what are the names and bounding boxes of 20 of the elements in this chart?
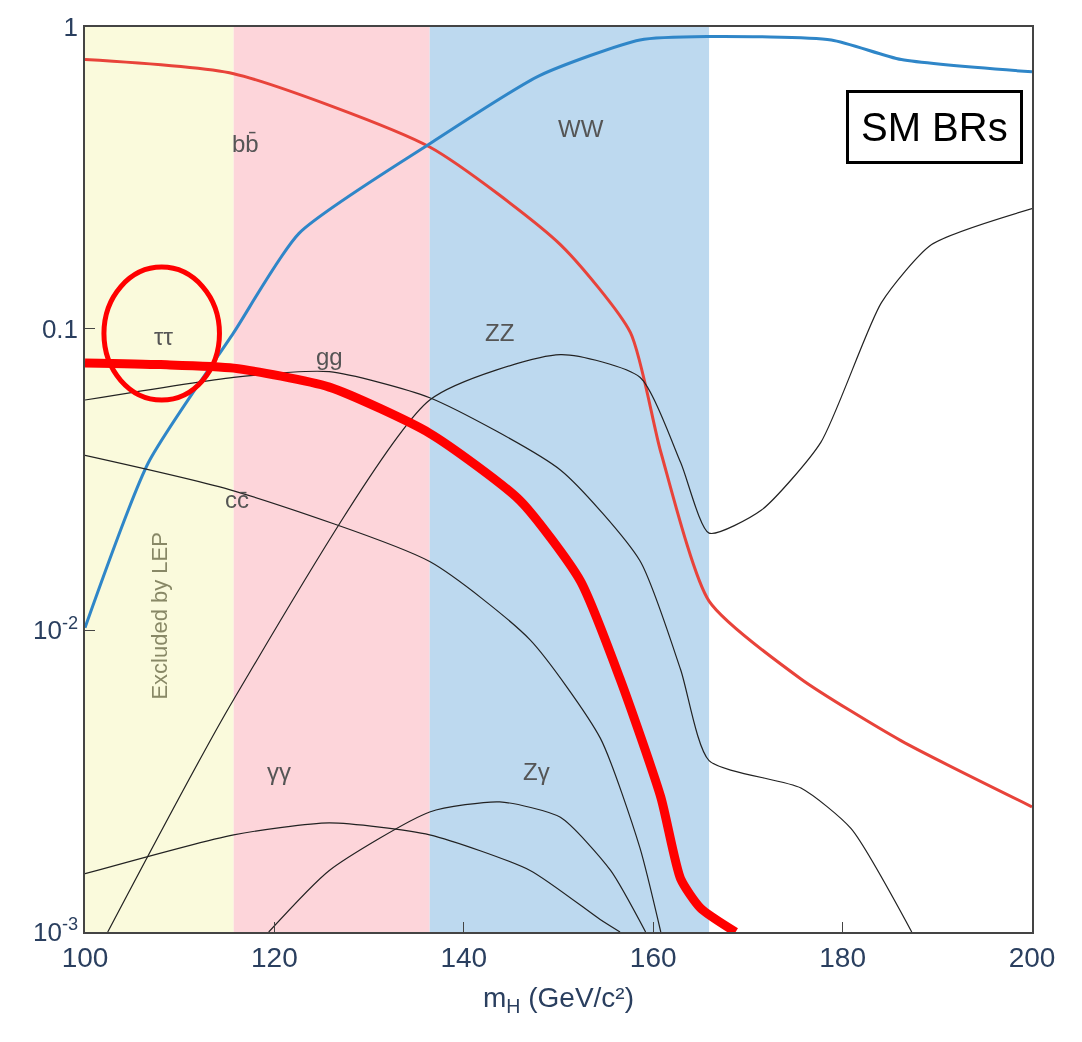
annotation: cc̄ [225, 486, 249, 513]
band-label: Excluded by LEP [147, 532, 173, 700]
annotation: γγ [267, 758, 291, 785]
annotation: SM BRs [861, 105, 1008, 149]
annotation: bb̄ [232, 130, 259, 157]
y-tick-label: 0.1 [41, 313, 79, 344]
x-tick-label: 120 [251, 942, 298, 974]
line-series [85, 58, 1032, 809]
x-tick-label: 180 [819, 942, 866, 974]
y-tick-label: 10$^{-2}$ [32, 612, 79, 646]
x-tick-label: 160 [629, 942, 677, 974]
annotation: Zγ [523, 758, 550, 785]
x-tick-label: 140 [440, 942, 488, 974]
y-tick-label: 1 [63, 12, 79, 43]
annotation: gg [316, 343, 343, 370]
annotation: ZZ [485, 319, 515, 346]
annotation: WW [558, 115, 604, 142]
x-axis-title: m$_{H}$ (GeV/c²) [482, 981, 635, 1017]
x-tick-label: 200 [1008, 942, 1056, 974]
annotation: ττ [154, 323, 174, 350]
